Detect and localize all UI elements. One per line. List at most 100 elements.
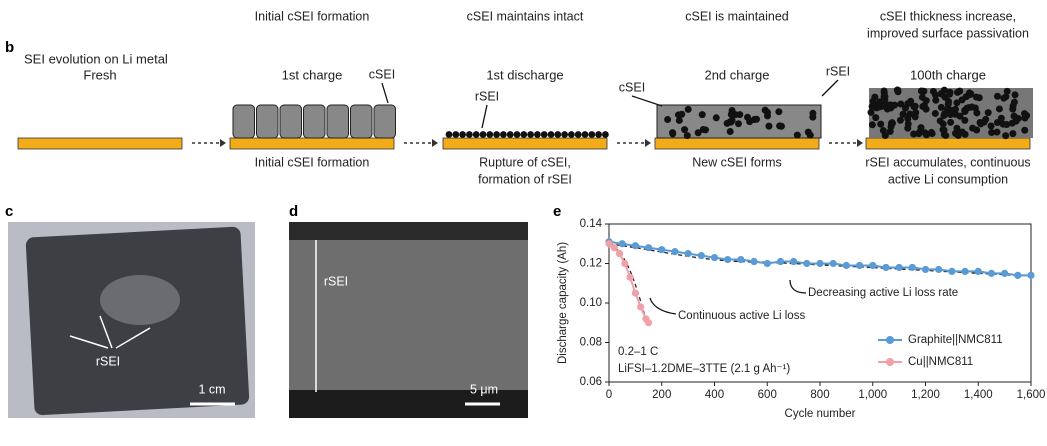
rsei-particle: [712, 114, 720, 122]
rsei-particle: [675, 116, 683, 124]
li-metal: [17, 137, 183, 150]
rsei-particle: [920, 101, 928, 109]
rsei-particle: [776, 122, 784, 130]
rsei-particle: [931, 109, 939, 117]
rsei-particle: [683, 132, 691, 140]
data-point: [842, 261, 850, 270]
data-point: [671, 248, 679, 256]
rsei-particle: [907, 97, 915, 105]
rsei-particle: [876, 98, 884, 106]
callout: cSEI: [619, 80, 645, 94]
rsei-particle: [1009, 130, 1017, 138]
li-metal: [229, 137, 395, 150]
rsei-particle: [962, 93, 970, 101]
data-point: [869, 261, 877, 270]
data-point: [637, 303, 645, 311]
data-point: [750, 257, 758, 266]
rsei-particle: [1003, 121, 1011, 129]
rsei-particle: [694, 129, 702, 137]
rsei-particle: [1008, 119, 1016, 127]
rsei-particle: [886, 127, 894, 135]
csei-block: [350, 104, 373, 139]
arrow-head: [432, 139, 438, 147]
rsei-particle: [561, 131, 568, 138]
rsei-particle: [939, 126, 947, 134]
data-point: [644, 319, 653, 327]
rsei-particle: [1014, 114, 1022, 122]
data-point: [935, 265, 943, 274]
csei-block: [326, 104, 349, 139]
li-metal: [442, 137, 608, 150]
rsei-particle: [554, 131, 562, 138]
csei-block: [232, 104, 255, 139]
rsei-particle: [527, 131, 534, 138]
data-point: [631, 289, 639, 297]
rsei-particle: [869, 97, 877, 105]
callout-arrow: [481, 104, 488, 129]
callout: cSEI: [369, 67, 395, 81]
data-point: [626, 273, 634, 281]
stage-caption: active Li consumption: [888, 172, 1008, 186]
rsei-particle: [929, 87, 937, 95]
panel-label: b: [5, 39, 14, 56]
arrow-head: [220, 139, 226, 147]
caption: cSEI is maintained: [685, 9, 789, 23]
data-point: [763, 259, 771, 268]
rsei-particle: [883, 105, 891, 113]
data-point: [987, 269, 996, 277]
rsei-particle: [1021, 114, 1029, 122]
rsei-particle: [975, 94, 983, 102]
stage-title: 1st discharge: [486, 67, 563, 82]
rsei-particle: [1003, 87, 1011, 95]
rsei-particle: [763, 112, 771, 120]
arrow-head: [645, 139, 651, 147]
stage-caption: New cSEI forms: [692, 155, 782, 169]
data-point: [961, 267, 969, 275]
callout-arrow: [821, 79, 839, 97]
caption: cSEI maintains intact: [467, 9, 584, 23]
rsei-particle: [947, 118, 955, 126]
data-point: [684, 250, 692, 258]
csei-block: [373, 104, 396, 139]
rsei-particle: [500, 131, 507, 138]
rsei-particle: [988, 129, 996, 137]
rsei-particle: [941, 110, 949, 118]
x-tick-label: 1,600: [1017, 389, 1046, 401]
legend-marker: [886, 336, 894, 344]
data-point: [658, 246, 666, 254]
annotation: 0.2–1 C: [618, 346, 658, 358]
data-point: [816, 259, 824, 268]
li-metal: [654, 137, 820, 150]
callout-arrow: [381, 82, 389, 104]
li-metal: [865, 137, 1031, 150]
rsei-particle: [728, 107, 736, 115]
rsei-particle: [520, 131, 528, 138]
rsei-particle: [920, 87, 928, 95]
rsei-particle: [595, 131, 602, 138]
rsei-particle: [765, 122, 773, 130]
data-point: [724, 255, 732, 264]
y-tick-label: 0.08: [580, 337, 602, 349]
data-point: [697, 252, 705, 260]
rsei-particle: [911, 113, 919, 121]
rsei-particle: [987, 122, 995, 130]
x-tick-label: 600: [758, 389, 777, 401]
rsei-particle: [940, 86, 948, 94]
rsei-particle: [479, 131, 487, 138]
y-tick-label: 0.10: [580, 297, 602, 309]
stage-caption: Initial cSEI formation: [255, 155, 370, 169]
data-point: [921, 265, 930, 274]
x-tick-label: 800: [810, 389, 829, 401]
arrow-head: [857, 139, 863, 147]
data-point: [908, 263, 916, 272]
y-tick-label: 0.12: [580, 258, 602, 270]
rsei-particle: [506, 131, 514, 138]
rsei-particle: [976, 119, 984, 127]
stage-caption: Rupture of cSEI,: [479, 155, 571, 169]
rsei-particle: [872, 114, 880, 122]
data-point: [618, 240, 626, 248]
data-point: [644, 244, 653, 252]
rsei-particle: [922, 131, 930, 139]
x-tick-label: 0: [606, 389, 612, 401]
